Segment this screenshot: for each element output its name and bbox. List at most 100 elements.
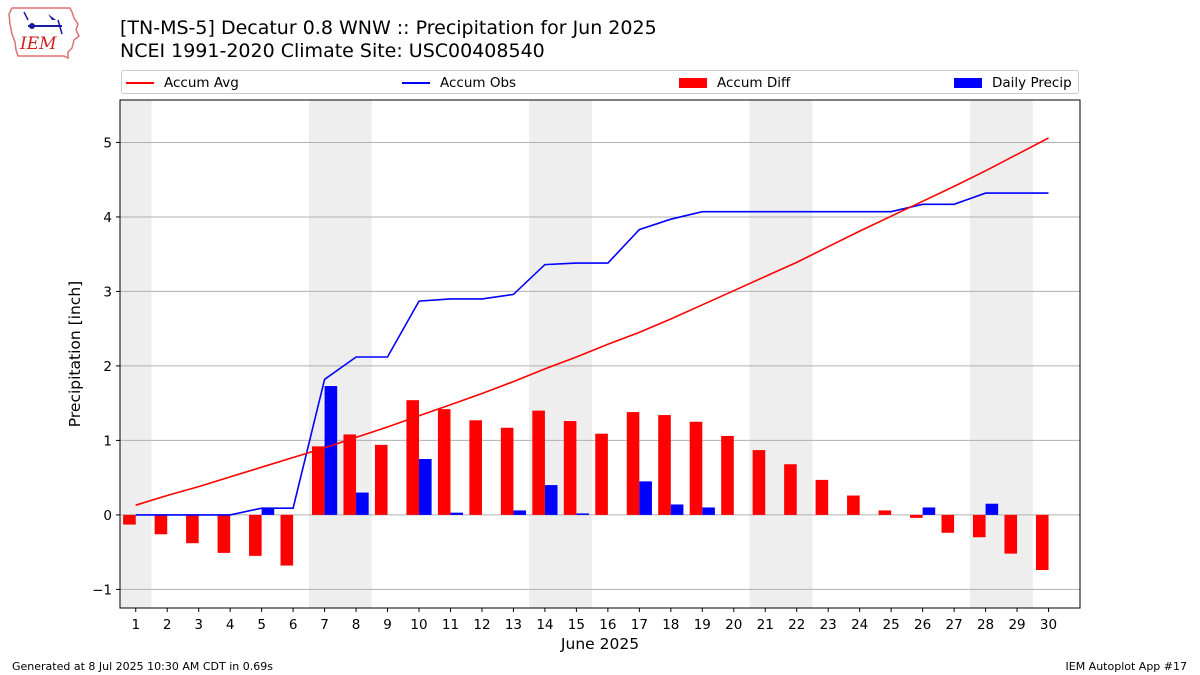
weekend-shade <box>120 100 152 608</box>
accum-diff-bar <box>186 514 199 544</box>
accum-diff-bar <box>658 415 671 515</box>
accum-diff-bar <box>752 450 766 515</box>
x-tick-label: 11 <box>442 617 459 633</box>
y-tick-label: 5 <box>103 135 112 151</box>
accum-diff-bar <box>500 427 514 515</box>
x-tick-label: 23 <box>820 617 837 633</box>
x-tick-label: 13 <box>505 617 522 633</box>
accum-diff-bar <box>280 514 294 566</box>
accum-diff-bar <box>689 421 703 515</box>
x-tick-label: 15 <box>568 617 585 633</box>
accum-avg-line <box>135 137 1049 506</box>
plot-frame <box>119 99 1081 609</box>
daily-precip-bar <box>922 507 936 515</box>
legend-swatch-daily-precip <box>954 78 982 88</box>
accum-diff-bar <box>910 514 923 518</box>
x-tick-label: 14 <box>536 617 553 633</box>
x-tick-label: 18 <box>662 617 679 633</box>
legend-label-accum-diff: Accum Diff <box>717 75 791 91</box>
accum-diff-bar <box>469 420 482 515</box>
legend-item-accum-avg: Accum Avg <box>126 74 239 92</box>
accum-diff-bar <box>847 495 860 515</box>
x-tick-label: 17 <box>631 617 648 633</box>
accum-diff-bar <box>878 510 892 515</box>
daily-precip-bar <box>450 512 464 515</box>
x-tick-label: 21 <box>757 617 774 633</box>
daily-precip-bar <box>544 485 558 515</box>
legend-label-accum-avg: Accum Avg <box>164 75 239 91</box>
accum-diff-bar <box>249 514 262 556</box>
x-tick-label: 24 <box>851 617 868 633</box>
x-tick-label: 3 <box>194 617 203 633</box>
accum-diff-bar <box>563 421 577 515</box>
y-tick-label: 3 <box>103 284 112 300</box>
x-tick-label: 22 <box>788 617 805 633</box>
accum-diff-bar <box>123 514 136 525</box>
daily-precip-bar <box>356 492 369 515</box>
x-tick-label: 30 <box>1040 617 1057 633</box>
x-tick-label: 28 <box>977 617 994 633</box>
accum-diff-bar <box>343 434 357 515</box>
legend-item-accum-diff: Accum Diff <box>679 74 790 92</box>
x-tick-label: 6 <box>289 617 298 633</box>
daily-precip-bar <box>670 504 684 515</box>
chart-subtitle: NCEI 1991-2020 Climate Site: USC00408540 <box>120 40 545 62</box>
x-tick-label: 2 <box>163 617 172 633</box>
accum-diff-bar <box>406 400 420 515</box>
daily-precip-bar <box>261 508 275 515</box>
x-tick-label: 19 <box>694 617 711 633</box>
x-tick-label: 4 <box>226 617 235 633</box>
x-tick-label: 16 <box>599 617 616 633</box>
x-tick-label: 12 <box>473 617 490 633</box>
x-tick-label: 5 <box>257 617 266 633</box>
generated-timestamp: Generated at 8 Jul 2025 10:30 AM CDT in … <box>12 660 273 673</box>
weekend-shade <box>308 100 372 608</box>
y-tick-label: −1 <box>92 582 112 598</box>
accum-diff-bar <box>815 479 829 515</box>
accum-obs-line <box>135 192 1049 516</box>
y-tick-label: 2 <box>103 359 112 375</box>
accum-diff-bar <box>595 433 608 515</box>
x-tick-label: 10 <box>410 617 427 633</box>
y-tick-label: 0 <box>103 508 112 524</box>
x-tick-label: 25 <box>883 617 900 633</box>
x-tick-label: 7 <box>320 617 329 633</box>
y-tick-label: 4 <box>103 210 112 226</box>
y-axis-label: Precipitation [inch] <box>66 281 84 427</box>
accum-diff-bar <box>1004 514 1018 554</box>
chart-legend: Accum Avg Accum Obs Accum Diff Daily Pre… <box>121 70 1079 94</box>
weekend-shade <box>749 100 813 608</box>
x-tick-label: 27 <box>946 617 963 633</box>
logo-text: IEM <box>19 34 57 54</box>
accum-diff-bar <box>312 446 325 515</box>
accum-diff-bar <box>374 444 388 515</box>
x-tick-label: 1 <box>131 617 140 633</box>
accum-diff-bar <box>784 464 797 515</box>
y-tick-label: 1 <box>103 433 112 449</box>
daily-precip-bar <box>639 481 652 515</box>
daily-precip-bar <box>576 513 589 515</box>
autoplot-app-label: IEM Autoplot App #17 <box>1065 660 1188 673</box>
legend-swatch-accum-diff <box>679 78 707 88</box>
accum-diff-bar <box>437 409 451 515</box>
x-axis-label: June 2025 <box>560 635 639 653</box>
legend-item-daily-precip: Daily Precip <box>954 74 1072 92</box>
accum-diff-bar <box>721 435 734 515</box>
legend-swatch-accum-avg <box>126 82 154 84</box>
legend-item-accum-obs: Accum Obs <box>402 74 516 92</box>
x-tick-label: 20 <box>725 617 742 633</box>
daily-precip-bar <box>324 386 338 515</box>
accum-diff-bar <box>154 514 168 535</box>
accum-diff-bar <box>217 514 231 553</box>
accum-diff-bar <box>532 410 545 515</box>
accum-diff-bar <box>626 412 640 515</box>
daily-precip-bar <box>513 510 527 515</box>
accum-diff-bar <box>972 514 986 538</box>
legend-swatch-accum-obs <box>402 82 430 84</box>
legend-label-accum-obs: Accum Obs <box>440 75 517 91</box>
weekend-shade <box>529 100 593 608</box>
x-tick-label: 9 <box>383 617 392 633</box>
daily-precip-bar <box>702 507 715 515</box>
iem-logo: IEM <box>8 7 80 60</box>
